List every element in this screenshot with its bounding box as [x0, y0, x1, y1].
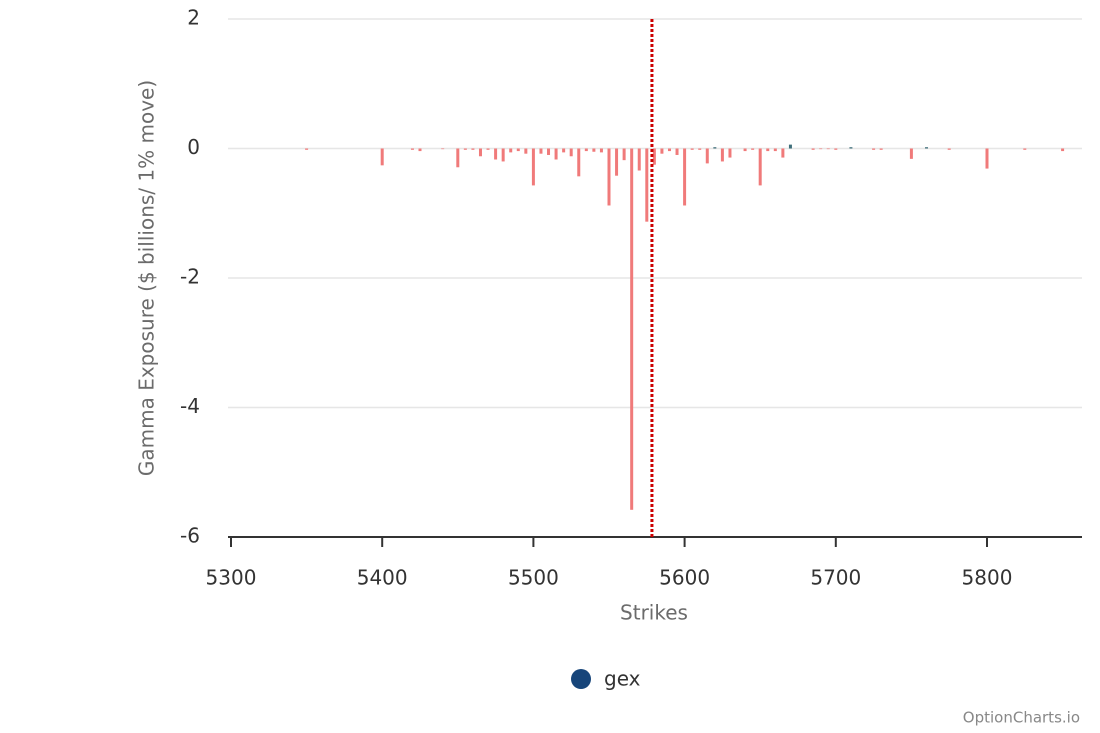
bar — [478, 148, 482, 157]
bar — [622, 148, 626, 161]
bar — [985, 148, 989, 169]
bar — [720, 148, 724, 162]
bar — [645, 148, 649, 222]
bar — [834, 148, 838, 150]
bar — [879, 148, 883, 150]
bar — [486, 148, 490, 150]
legend-label: gex — [604, 667, 641, 691]
x-tick-label: 5800 — [962, 566, 1013, 590]
bar — [441, 148, 445, 150]
bar — [683, 148, 687, 206]
y-tick-label: 2 — [187, 6, 200, 30]
bar — [713, 147, 717, 149]
bar — [690, 148, 694, 150]
bar — [728, 148, 732, 158]
bar — [305, 148, 309, 150]
bar — [509, 148, 513, 153]
bar — [947, 148, 951, 150]
bar — [562, 148, 566, 153]
bar — [849, 147, 853, 149]
bar — [773, 148, 777, 152]
x-tick-label: 5600 — [659, 566, 710, 590]
bar — [592, 148, 596, 152]
bar — [531, 148, 535, 186]
bar — [456, 148, 460, 168]
bar — [630, 148, 634, 510]
bar — [547, 148, 551, 155]
y-axis-title: Gamma Exposure ($ billions/ 1% move) — [135, 80, 159, 476]
bar — [872, 148, 876, 150]
bar — [925, 147, 929, 149]
bar — [494, 148, 498, 160]
bar — [811, 148, 815, 150]
x-tick-label: 5700 — [810, 566, 861, 590]
bar — [743, 148, 747, 152]
bar — [637, 148, 641, 171]
bar — [705, 148, 709, 164]
bar — [758, 148, 762, 186]
bar — [410, 148, 414, 150]
y-tick-label: -6 — [180, 524, 200, 548]
y-tick-label: -4 — [180, 394, 200, 418]
x-axis-title: Strikes — [620, 601, 688, 625]
bar — [418, 148, 422, 152]
bar — [584, 148, 588, 152]
bar — [667, 148, 671, 152]
x-tick-label: 5300 — [206, 566, 257, 590]
bar — [554, 148, 558, 160]
bar — [607, 148, 611, 206]
bar — [675, 148, 679, 155]
legend-marker — [571, 669, 591, 689]
bar — [766, 148, 770, 152]
bar — [751, 148, 755, 150]
bar — [524, 148, 528, 154]
bar — [516, 148, 520, 152]
bar — [577, 148, 581, 177]
bar — [788, 144, 792, 149]
bar — [539, 148, 543, 154]
x-tick-label: 5400 — [357, 566, 408, 590]
bar — [615, 148, 619, 176]
bar — [819, 148, 823, 150]
bar — [909, 148, 913, 159]
bar — [471, 148, 475, 150]
bar — [1061, 148, 1065, 152]
bar — [1023, 148, 1027, 150]
bar — [660, 148, 664, 154]
bar — [781, 148, 785, 158]
y-tick-label: -2 — [180, 265, 200, 289]
x-tick-label: 5500 — [508, 566, 559, 590]
bar — [652, 148, 656, 165]
bar — [380, 148, 384, 166]
bar — [599, 148, 603, 153]
bar — [698, 148, 702, 150]
bar — [569, 148, 573, 157]
watermark: OptionCharts.io — [963, 709, 1080, 727]
bar — [826, 148, 830, 150]
bar — [463, 148, 467, 150]
y-tick-label: 0 — [187, 135, 200, 159]
bar — [501, 148, 505, 162]
